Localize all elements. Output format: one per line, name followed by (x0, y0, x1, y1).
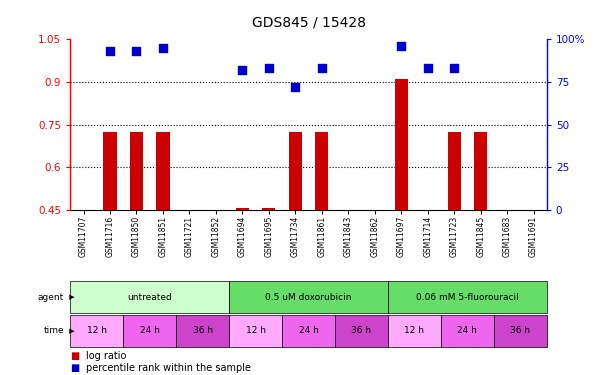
Point (397, 43, 406, 49)
Text: time: time (43, 326, 64, 335)
Bar (262, 208, 276, 210)
Bar (156, 132, 170, 210)
Point (131, 48, 141, 54)
Text: percentile rank within the sample: percentile rank within the sample (86, 363, 251, 373)
Text: 0.06 mM 5-fluorouracil: 0.06 mM 5-fluorouracil (416, 292, 519, 302)
Point (317, 65, 327, 71)
Text: agent: agent (38, 292, 64, 302)
Text: 36 h: 36 h (510, 326, 530, 335)
Text: log ratio: log ratio (86, 351, 126, 361)
Text: 36 h: 36 h (192, 326, 213, 335)
Point (290, 84, 300, 90)
Text: 36 h: 36 h (351, 326, 371, 335)
Text: 24 h: 24 h (458, 326, 477, 335)
Bar (103, 132, 117, 210)
Bar (130, 132, 143, 210)
Point (264, 65, 274, 71)
Bar (447, 132, 461, 210)
Text: ▶: ▶ (67, 328, 75, 334)
Bar (236, 208, 249, 210)
Point (423, 65, 433, 71)
Text: 24 h: 24 h (299, 326, 318, 335)
Bar (474, 132, 488, 210)
Text: ■: ■ (70, 351, 79, 361)
Point (105, 48, 115, 54)
Text: 12 h: 12 h (87, 326, 107, 335)
Bar (315, 132, 329, 210)
Text: GDS845 / 15428: GDS845 / 15428 (252, 15, 365, 29)
Point (158, 45, 168, 51)
Text: 12 h: 12 h (246, 326, 266, 335)
Text: ■: ■ (70, 363, 79, 373)
Text: 12 h: 12 h (404, 326, 425, 335)
Bar (289, 132, 302, 210)
Text: 24 h: 24 h (140, 326, 159, 335)
Point (449, 65, 459, 71)
Text: 0.5 uM doxorubicin: 0.5 uM doxorubicin (265, 292, 352, 302)
Text: ▶: ▶ (67, 294, 75, 300)
Bar (395, 79, 408, 210)
Text: untreated: untreated (127, 292, 172, 302)
Point (238, 67, 247, 73)
